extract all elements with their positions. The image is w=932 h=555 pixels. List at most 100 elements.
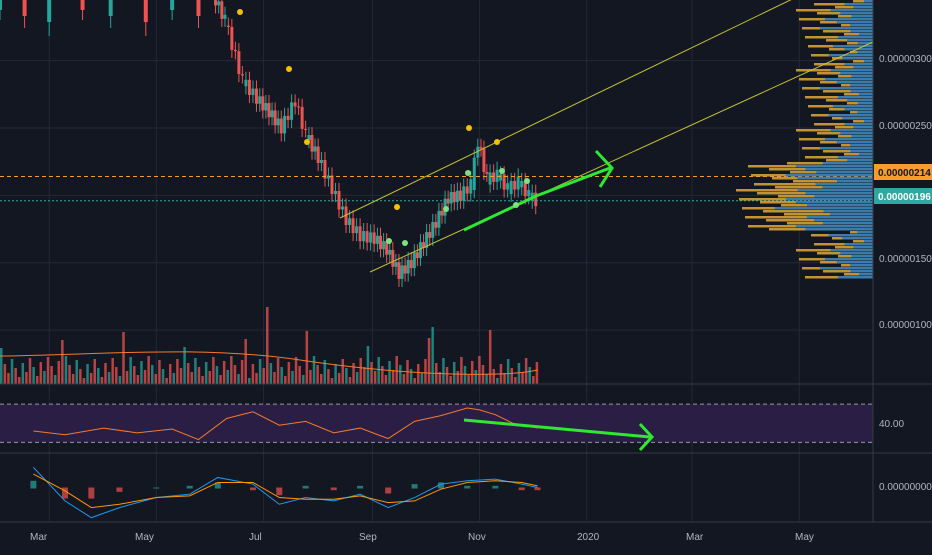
candle-body xyxy=(479,146,483,149)
volume-bar xyxy=(399,365,402,384)
profile-bar-alt xyxy=(858,33,873,36)
volume-bar xyxy=(97,368,100,384)
volume-bar xyxy=(140,361,143,384)
volume-bar xyxy=(230,356,233,384)
volume-bar xyxy=(309,370,312,384)
profile-bar-alt xyxy=(857,111,873,114)
signal-marker-up xyxy=(237,9,243,15)
volume-bar xyxy=(50,366,53,384)
candle-body xyxy=(316,146,320,164)
macd-tick-label: 0.00000000 xyxy=(879,482,932,493)
candle-body xyxy=(22,0,27,16)
volume-bar xyxy=(237,374,240,384)
volume-bar xyxy=(266,307,269,384)
signal-marker-down xyxy=(524,178,530,184)
candle-body xyxy=(382,241,386,250)
signal-marker-up xyxy=(466,125,472,131)
macd-histogram-bar xyxy=(302,485,309,489)
volume-bar xyxy=(528,367,531,384)
volume-bar xyxy=(370,362,373,384)
profile-bar-alt xyxy=(829,213,873,216)
volume-bar xyxy=(222,361,226,384)
volume-bar xyxy=(535,362,539,384)
volume-bar xyxy=(219,375,222,384)
volume-bar xyxy=(301,375,305,384)
volume-bar xyxy=(183,347,186,384)
profile-bar-alt xyxy=(797,189,873,192)
candle-body xyxy=(375,235,379,244)
profile-bar-alt xyxy=(844,63,873,66)
volume-bar xyxy=(463,366,467,384)
volume-bar xyxy=(111,358,114,384)
candle-body xyxy=(431,221,435,238)
candle-body xyxy=(337,190,341,210)
macd-histogram-bar xyxy=(186,485,193,489)
signal-marker-down xyxy=(465,170,471,176)
candle-body xyxy=(476,146,480,158)
candle-body xyxy=(80,0,85,10)
signal-line xyxy=(33,473,538,509)
volume-bar xyxy=(323,360,327,384)
candle-body xyxy=(499,174,503,181)
volume-bar xyxy=(57,361,61,384)
candle-body xyxy=(472,157,476,190)
profile-bar-alt xyxy=(797,177,873,180)
candle-body xyxy=(196,0,201,16)
rsi-arrow-head xyxy=(638,422,655,452)
profile-bar-alt xyxy=(842,237,873,240)
macd-histogram-bar xyxy=(357,485,364,489)
candle-body xyxy=(391,249,395,267)
volume-bar xyxy=(136,375,140,384)
candle-body xyxy=(261,96,265,111)
candle-body xyxy=(344,206,348,226)
volume-bar xyxy=(521,372,524,384)
volume-bar xyxy=(348,377,352,384)
rsi-line xyxy=(33,407,538,441)
profile-bar-alt xyxy=(847,39,873,42)
volume-bar xyxy=(248,378,251,384)
profile-bar-alt xyxy=(864,60,873,63)
profile-bar-alt xyxy=(851,135,873,138)
profile-bar xyxy=(823,270,873,273)
profile-bar-alt xyxy=(819,147,873,150)
current-price-tag xyxy=(874,188,932,204)
profile-bar-alt xyxy=(853,246,873,249)
profile-bar-alt xyxy=(837,276,873,279)
profile-bar xyxy=(814,243,873,246)
volume-bar xyxy=(68,365,71,384)
candle-body xyxy=(264,103,268,111)
y-tick-label-100: 0.00000100 xyxy=(879,320,932,331)
profile-bar xyxy=(844,153,873,156)
profile-bar-alt xyxy=(847,159,873,162)
volume-bar xyxy=(61,340,64,384)
volume-bar xyxy=(449,376,452,384)
volume-bar xyxy=(467,375,470,384)
candle-body xyxy=(351,218,355,234)
profile-bar xyxy=(754,183,873,186)
signal-marker-up xyxy=(494,139,500,145)
candle-body xyxy=(409,260,413,269)
candle-body xyxy=(355,226,359,234)
volume-bar xyxy=(201,376,204,384)
profile-bar-alt xyxy=(857,51,873,54)
candle-body xyxy=(365,231,369,243)
signal-marker-down xyxy=(513,202,519,208)
volume-bar xyxy=(352,363,355,384)
volume-bar xyxy=(366,346,370,384)
rsi-band xyxy=(0,404,873,443)
candle-body xyxy=(458,190,462,201)
candle-body xyxy=(400,265,404,279)
volume-bar xyxy=(442,358,445,384)
volume-bar xyxy=(492,369,496,384)
volume-bar xyxy=(474,370,478,384)
candle-body xyxy=(449,192,453,204)
volume-bar xyxy=(86,364,89,384)
profile-bar xyxy=(814,3,873,6)
x-tick-label-jul: Jul xyxy=(249,532,262,543)
volume-bar xyxy=(107,372,111,384)
volume-bar xyxy=(118,376,122,384)
x-tick-label-2020: 2020 xyxy=(577,532,600,543)
candle-body xyxy=(230,26,234,50)
candle-body xyxy=(237,51,241,75)
volume-bar xyxy=(510,368,513,384)
